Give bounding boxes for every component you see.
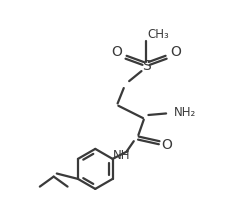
Text: O: O [111,45,122,59]
Text: NH: NH [113,149,130,162]
Text: NH₂: NH₂ [174,106,196,119]
Text: O: O [162,138,172,152]
Text: S: S [142,59,150,73]
Text: O: O [170,45,181,59]
Text: CH₃: CH₃ [148,28,169,41]
